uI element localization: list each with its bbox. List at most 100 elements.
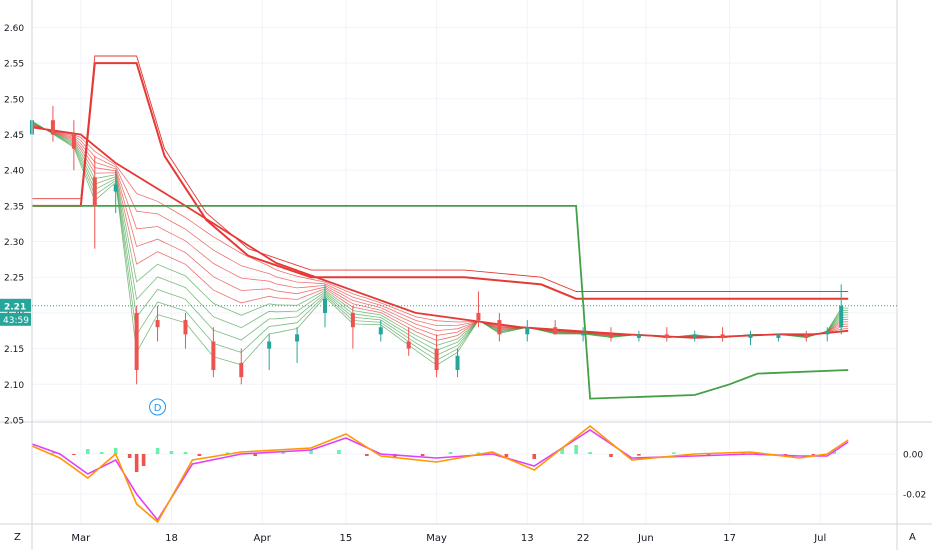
candle-body <box>295 334 300 342</box>
ema-ribbon-line <box>31 123 849 346</box>
histogram-bar <box>253 454 258 456</box>
x-tick-label: May <box>426 533 447 544</box>
histogram-bar <box>574 445 578 454</box>
y-tick-label: 2.50 <box>4 95 24 105</box>
x-tick-label: Jul <box>813 533 826 544</box>
candle-body <box>267 341 272 349</box>
indicator-line <box>32 62 849 300</box>
oscillator-line <box>31 429 849 522</box>
histogram-bar <box>113 448 118 454</box>
x-tick-label: 15 <box>340 533 353 544</box>
scale-mode-left[interactable]: Z <box>14 532 21 543</box>
ema-ribbon-line <box>31 125 849 338</box>
osc-y-tick-label: 0.00 <box>903 451 923 461</box>
indicator-line <box>32 205 849 400</box>
candle-body <box>155 320 160 328</box>
y-tick-label: 2.40 <box>4 167 24 177</box>
candle-body <box>50 120 55 135</box>
histogram-bar <box>560 448 564 454</box>
candle-body <box>322 298 327 313</box>
y-tick-label: 2.05 <box>4 417 24 427</box>
candle-body <box>239 362 244 378</box>
candle-body <box>406 341 411 349</box>
scale-mode-right[interactable]: A <box>909 532 916 543</box>
histogram-bar <box>169 451 174 454</box>
histogram-bar <box>609 454 613 457</box>
y-tick-label: 2.15 <box>4 345 24 355</box>
candle-body <box>434 348 439 371</box>
upper-envelope-line <box>32 55 849 292</box>
histogram-bar <box>183 452 188 454</box>
candle-body <box>664 334 669 338</box>
markers: 2.21 43:59 D <box>0 298 897 416</box>
candle-body <box>476 312 481 321</box>
histogram-bar <box>476 452 481 454</box>
histogram-bar <box>337 450 341 454</box>
y-tick-label: 2.55 <box>4 60 24 70</box>
y-tick-label: 2.35 <box>4 202 24 212</box>
countdown-tag <box>0 312 31 326</box>
event-marker-label: D <box>154 403 162 414</box>
y-tick-label: 2.25 <box>4 274 24 284</box>
candle-body <box>113 184 118 192</box>
histogram-bar <box>637 454 641 456</box>
histogram-bar <box>671 452 676 454</box>
candle-body <box>804 334 809 338</box>
candle-body <box>636 334 641 338</box>
histogram-bar <box>392 454 397 458</box>
histogram-bar <box>783 454 788 455</box>
candle-body <box>692 334 697 338</box>
histogram-bar <box>225 452 230 454</box>
y-tick-label: 2.60 <box>4 24 24 34</box>
histogram-bar <box>309 450 313 454</box>
histogram-bar <box>127 454 132 458</box>
grid <box>32 0 897 524</box>
y-tick-label: 2.30 <box>4 238 24 248</box>
histogram-bar <box>72 454 76 455</box>
x-tick-label: Apr <box>254 533 272 544</box>
histogram-bar <box>134 454 139 472</box>
candle-body <box>525 327 530 335</box>
candle-body <box>350 312 355 328</box>
candle-body <box>455 355 460 371</box>
histogram-bar <box>99 452 104 454</box>
candle-body <box>825 330 830 335</box>
ema-ribbon-line <box>31 121 849 361</box>
candle-body <box>183 320 188 335</box>
y-tick-label: 2.10 <box>4 381 24 391</box>
candle-body <box>553 327 558 335</box>
histogram-bar <box>532 454 537 459</box>
x-tick-label: Mar <box>71 533 91 544</box>
histogram-bar <box>420 454 425 456</box>
last-price-label: 2.21 <box>4 302 26 312</box>
x-tick-label: 13 <box>521 533 534 544</box>
candle-body <box>608 334 613 338</box>
x-tick-label: 17 <box>723 533 736 544</box>
histogram-bar <box>197 454 202 456</box>
x-tick-label: 22 <box>577 533 590 544</box>
candle-body <box>776 334 781 338</box>
candle-body <box>71 134 76 149</box>
histogram-bar <box>281 452 285 454</box>
histogram-bar <box>141 454 146 466</box>
ema-ribbon-line <box>31 120 849 366</box>
ema-ribbon <box>31 120 849 366</box>
x-tick-label: Jun <box>637 533 654 544</box>
oscillator-panel <box>31 424 849 524</box>
histogram-bar <box>365 454 369 456</box>
candle-body <box>134 312 139 371</box>
indicator-line <box>31 126 849 339</box>
histogram-bar <box>86 449 90 454</box>
candle-body <box>839 305 844 328</box>
x-tick-label: 18 <box>165 533 178 544</box>
candle-body <box>211 341 216 371</box>
candles <box>30 105 844 385</box>
countdown-label: 43:59 <box>3 316 29 326</box>
indicator-lines <box>31 55 849 400</box>
histogram-bar <box>448 452 453 454</box>
histogram-bar <box>51 452 55 454</box>
histogram-bar <box>741 452 746 454</box>
event-marker-circle <box>149 398 167 416</box>
